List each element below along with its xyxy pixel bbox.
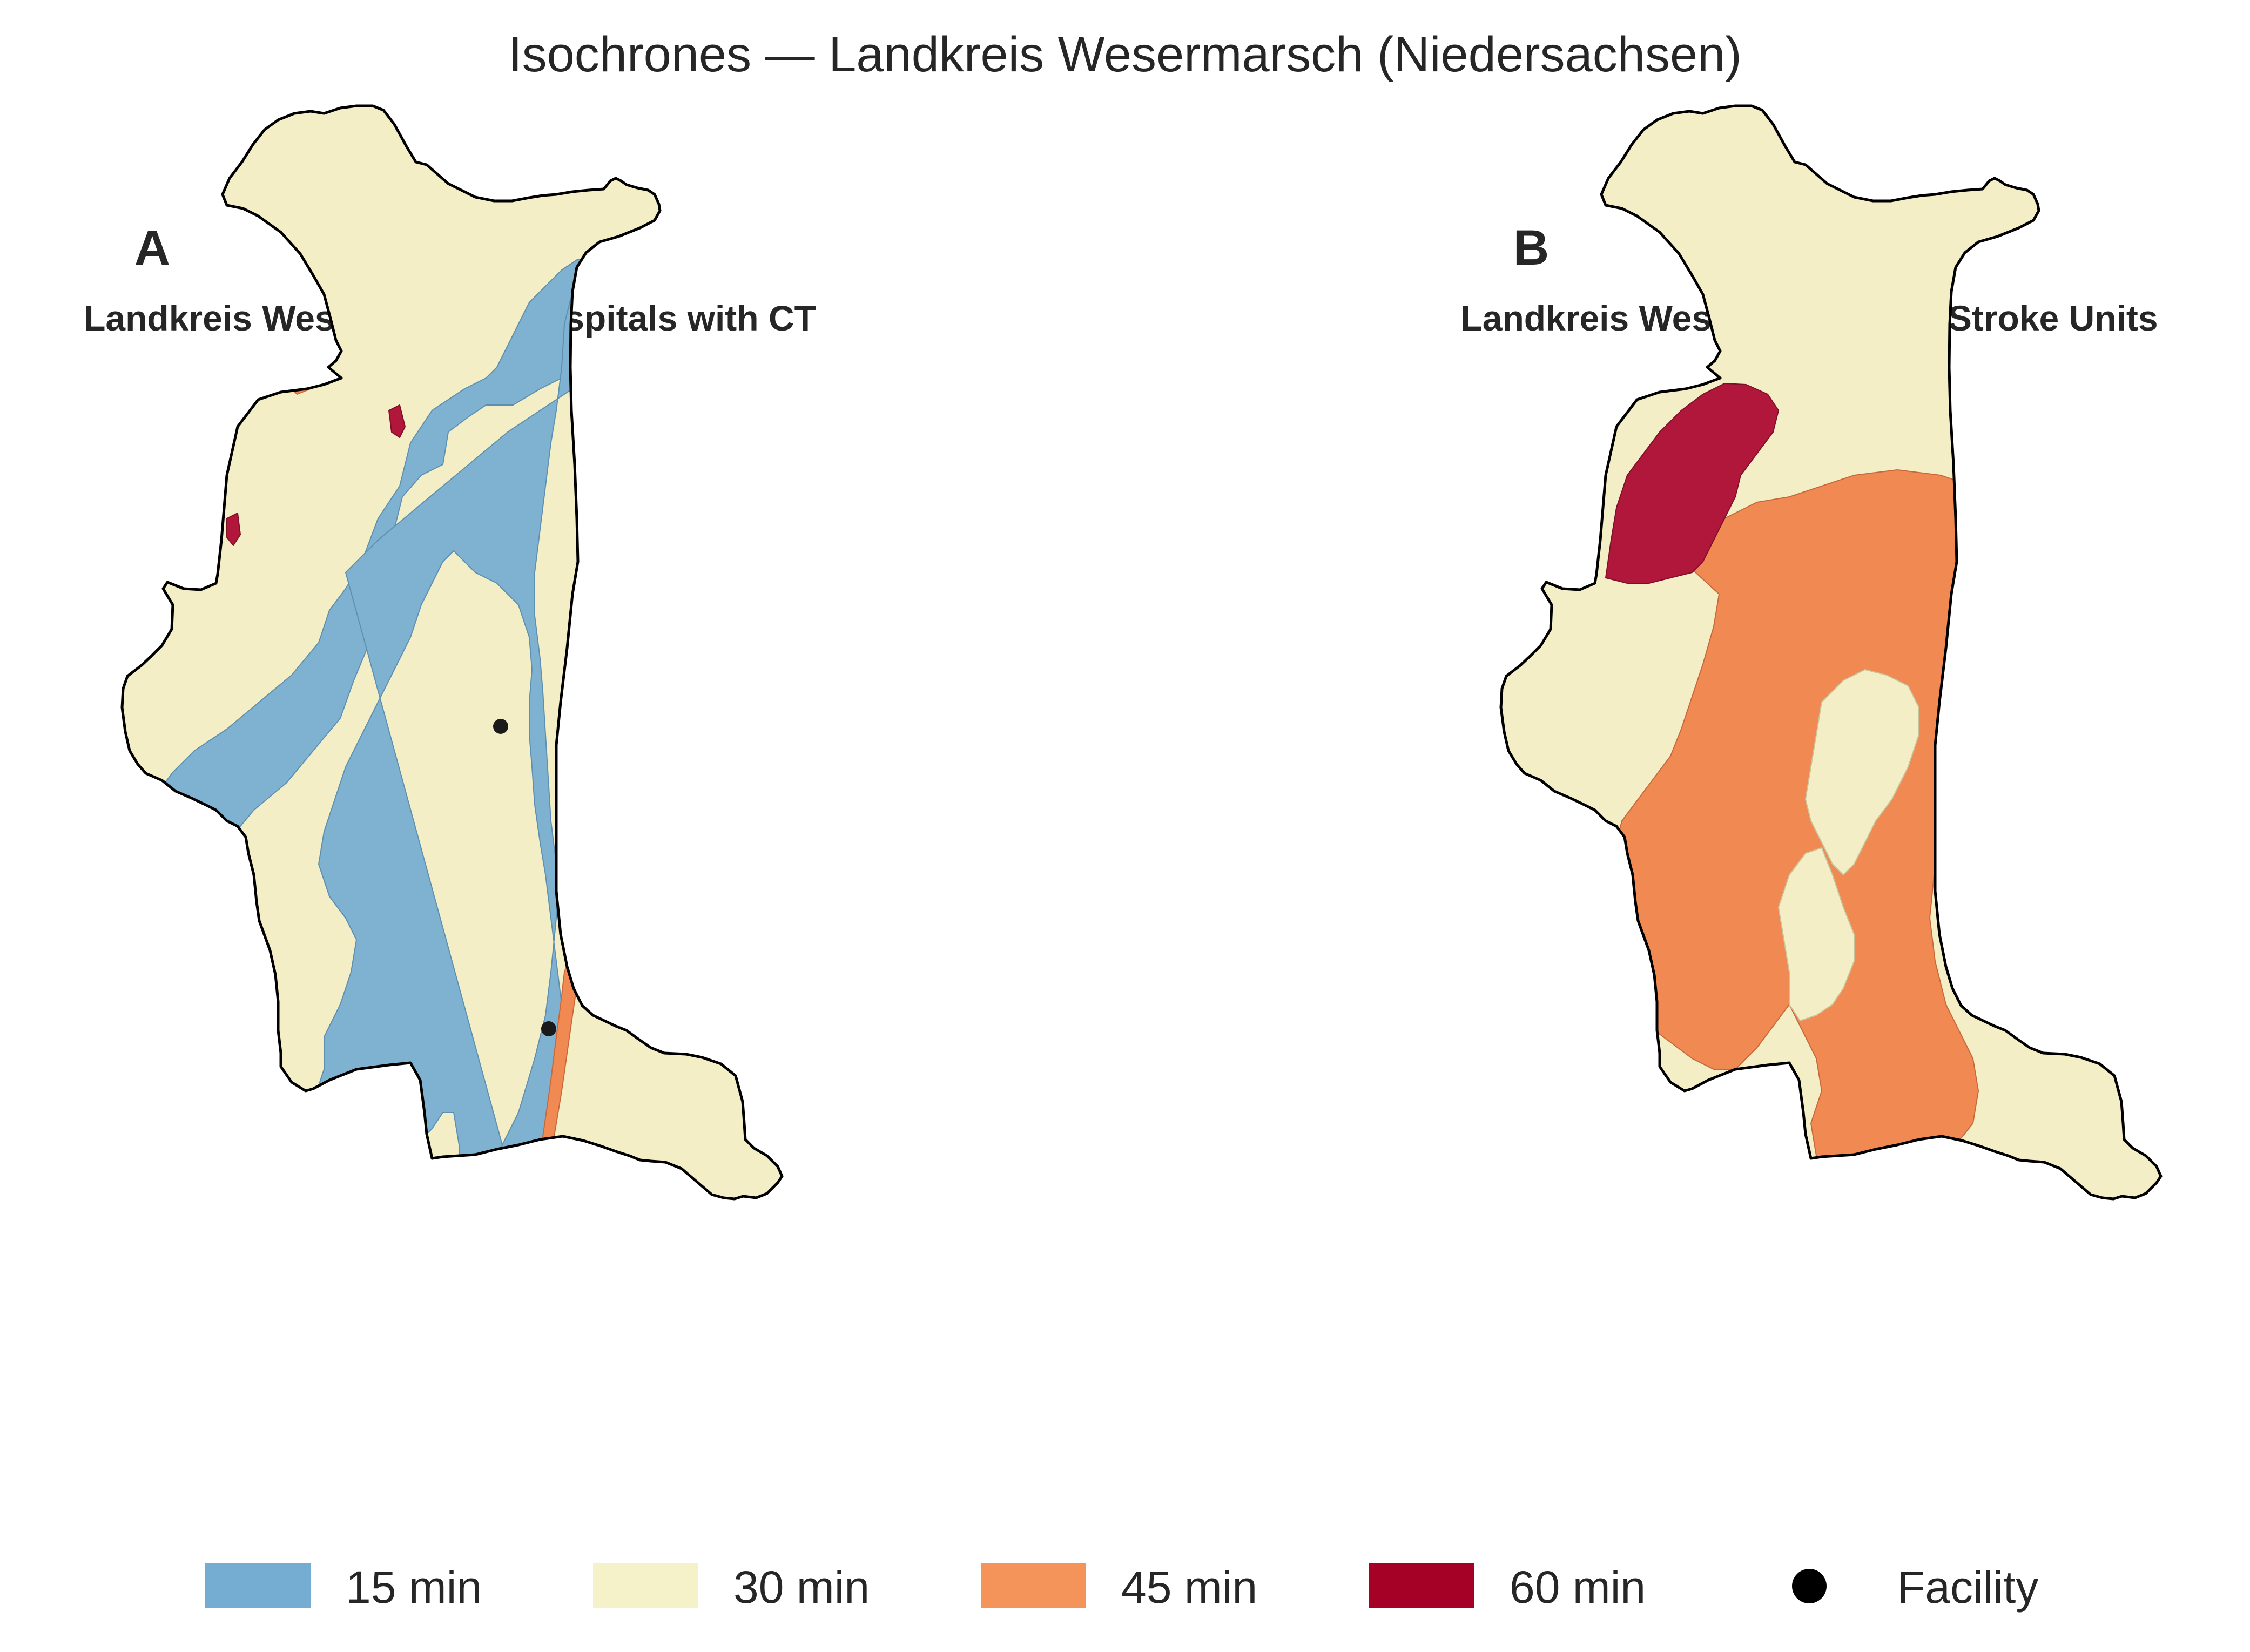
panel-b-isochrone-45min-southeast bbox=[2103, 1426, 2135, 1507]
panel-a-isochrone-60min-northwest bbox=[226, 513, 241, 546]
panel-b-isochrone-15min-southwest bbox=[1681, 1356, 1716, 1374]
panel-a-facility-marker bbox=[493, 719, 508, 734]
panel-b-isochrone-60min-north bbox=[1605, 383, 1779, 584]
panel-b-isochrone-15min-southeast bbox=[1989, 1339, 2043, 1431]
panel-b: B Landkreis Wesermarsch: All Stroke Unit… bbox=[1460, 106, 2161, 1534]
panel-a-isochrone-45min-southeast bbox=[740, 1464, 762, 1491]
legend-swatch-45min bbox=[981, 1563, 1086, 1608]
legend-label-15min: 15 min bbox=[346, 1562, 482, 1613]
panel-a: A Landkreis Wesermarsch: Hospitals with … bbox=[84, 106, 816, 1491]
legend-label-30min: 30 min bbox=[733, 1562, 870, 1613]
panel-b-isochrone-30min-center bbox=[1805, 669, 1919, 875]
panel-a-isochrone-15min-south bbox=[621, 1345, 740, 1458]
legend-swatch-15min bbox=[205, 1563, 311, 1608]
panel-a-isochrone-15min-southwest bbox=[292, 1350, 346, 1380]
panel-b-isochrone-45min-south bbox=[2073, 1480, 2108, 1534]
panel-a-isochrone-60min-north bbox=[388, 404, 406, 438]
panel-a-isochrone-45min-east bbox=[523, 945, 581, 1199]
panel-b-isochrone-30min-hole bbox=[1778, 847, 1855, 1021]
panel-a-facility-marker bbox=[541, 1021, 556, 1036]
panel-a-isochrone-45min-west bbox=[215, 858, 249, 873]
figure-title: Isochrones — Landkreis Wesermarsch (Nied… bbox=[508, 27, 1742, 82]
panel-a-letter: A bbox=[134, 220, 170, 275]
panel-b-letter: B bbox=[1513, 220, 1549, 275]
legend: 15 min 30 min 45 min 60 min Facility bbox=[205, 1562, 2038, 1613]
legend-label-45min: 45 min bbox=[1121, 1562, 1257, 1613]
legend-facility-marker bbox=[1792, 1569, 1827, 1603]
panel-b-isochrone-45min-south2 bbox=[2016, 1458, 2043, 1485]
panel-a-isochrone-45min-northeast bbox=[621, 534, 657, 568]
legend-swatch-30min bbox=[593, 1563, 698, 1608]
legend-swatch-60min bbox=[1369, 1563, 1474, 1608]
panel-b-isochrone-60min-northeast bbox=[2025, 545, 2039, 568]
panel-b-isochrone-15min-tip bbox=[2103, 1383, 2114, 1399]
legend-label-facility: Facility bbox=[1897, 1562, 2038, 1613]
legend-label-60min: 60 min bbox=[1510, 1562, 1646, 1613]
